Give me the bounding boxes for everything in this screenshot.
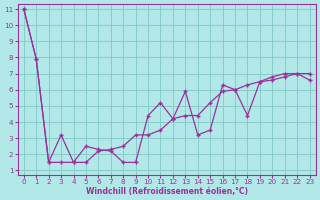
X-axis label: Windchill (Refroidissement éolien,°C): Windchill (Refroidissement éolien,°C) <box>86 187 248 196</box>
